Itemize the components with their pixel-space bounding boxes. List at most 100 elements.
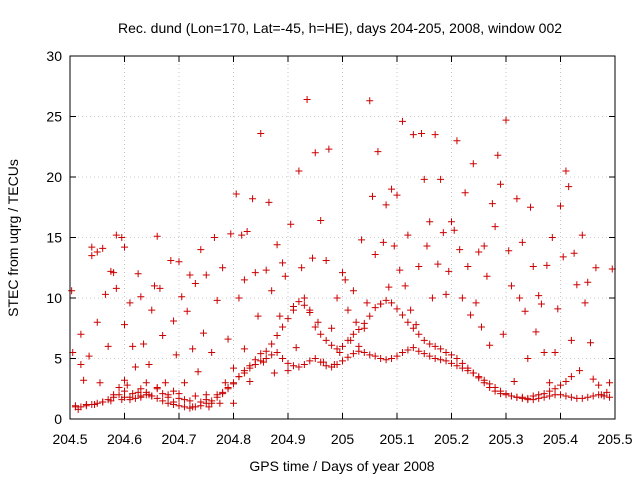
data-point xyxy=(456,246,464,254)
axis-ticks: 204.5 204.6 204.7 204.8 204.9 205 205.1 205.2 20… xyxy=(46,48,632,447)
data-point xyxy=(230,379,237,387)
data-point xyxy=(486,341,494,349)
data-point xyxy=(322,336,330,344)
y-tick-label: 0 xyxy=(54,411,62,427)
data-point xyxy=(510,377,518,385)
data-point xyxy=(606,379,614,387)
data-point xyxy=(186,397,194,405)
data-point xyxy=(562,392,570,400)
data-point xyxy=(426,218,434,226)
data-point xyxy=(300,361,308,369)
data-point xyxy=(298,264,306,272)
data-point xyxy=(197,402,205,410)
data-point xyxy=(448,218,455,226)
data-point xyxy=(246,377,254,385)
data-point xyxy=(200,329,208,337)
data-point xyxy=(499,330,507,338)
data-point xyxy=(172,351,180,359)
x-axis-label: GPS time / Days of year 2008 xyxy=(249,458,434,474)
data-point xyxy=(382,296,390,304)
data-point xyxy=(502,116,510,124)
data-point xyxy=(137,392,145,400)
data-point xyxy=(235,294,243,302)
data-point xyxy=(529,396,537,404)
data-point xyxy=(464,263,472,271)
data-point xyxy=(317,217,325,225)
data-point xyxy=(450,226,458,234)
y-tick-label: 20 xyxy=(46,169,62,185)
data-point xyxy=(156,284,164,292)
data-point xyxy=(202,399,210,407)
data-point xyxy=(251,361,259,369)
data-point xyxy=(328,363,336,371)
data-point xyxy=(437,356,445,364)
data-point xyxy=(268,351,276,359)
data-point xyxy=(121,376,128,384)
data-point xyxy=(537,300,545,308)
data-point xyxy=(469,369,477,377)
data-point xyxy=(488,200,496,208)
data-point xyxy=(230,364,237,372)
data-point xyxy=(112,284,120,292)
data-point xyxy=(159,332,167,340)
data-point xyxy=(453,362,461,370)
data-point xyxy=(150,282,158,290)
data-point xyxy=(164,393,172,401)
data-point xyxy=(240,367,248,375)
data-point xyxy=(404,318,412,326)
data-point xyxy=(344,336,352,344)
data-point xyxy=(595,391,603,399)
data-point xyxy=(442,357,450,365)
data-point xyxy=(507,282,515,290)
data-point xyxy=(371,250,379,258)
data-point xyxy=(309,254,317,262)
data-point xyxy=(453,355,461,362)
data-point xyxy=(349,350,357,358)
data-point xyxy=(153,384,161,392)
data-point xyxy=(398,311,406,319)
data-point xyxy=(513,195,521,203)
data-point xyxy=(368,192,376,200)
data-point xyxy=(121,243,128,251)
data-point xyxy=(268,287,276,295)
data-point xyxy=(339,342,346,350)
data-point xyxy=(431,342,439,350)
data-point xyxy=(121,393,128,401)
x-tick-label: 204.5 xyxy=(52,431,87,447)
data-point xyxy=(358,236,366,244)
data-point xyxy=(524,355,532,362)
data-point xyxy=(393,305,401,313)
data-point xyxy=(592,264,600,272)
data-point xyxy=(415,347,423,355)
data-point xyxy=(257,357,265,365)
data-point xyxy=(333,345,341,353)
data-point xyxy=(480,242,488,250)
data-point xyxy=(573,281,581,289)
data-point xyxy=(461,189,469,197)
data-point xyxy=(71,402,79,410)
data-point xyxy=(268,340,276,348)
data-point xyxy=(328,341,336,349)
chart-title: Rec. dund (Lon=170, Lat=-45, h=HE), days… xyxy=(118,20,562,36)
data-point xyxy=(121,321,128,329)
data-point xyxy=(480,376,488,384)
data-point xyxy=(126,396,134,404)
data-point xyxy=(142,379,150,387)
data-point xyxy=(377,355,385,362)
data-points xyxy=(68,96,616,413)
x-tick-label: 205.3 xyxy=(488,431,523,447)
data-point xyxy=(464,367,472,375)
data-point xyxy=(262,347,270,355)
data-point xyxy=(99,244,107,252)
data-point xyxy=(581,299,589,307)
data-point xyxy=(505,247,513,255)
data-point xyxy=(518,238,526,246)
data-point xyxy=(388,299,396,307)
plot-frame xyxy=(69,55,616,420)
data-point xyxy=(576,367,584,375)
data-point xyxy=(409,324,417,332)
data-point xyxy=(82,402,90,410)
data-point xyxy=(349,330,357,338)
data-point xyxy=(393,352,401,360)
data-point xyxy=(507,392,515,400)
